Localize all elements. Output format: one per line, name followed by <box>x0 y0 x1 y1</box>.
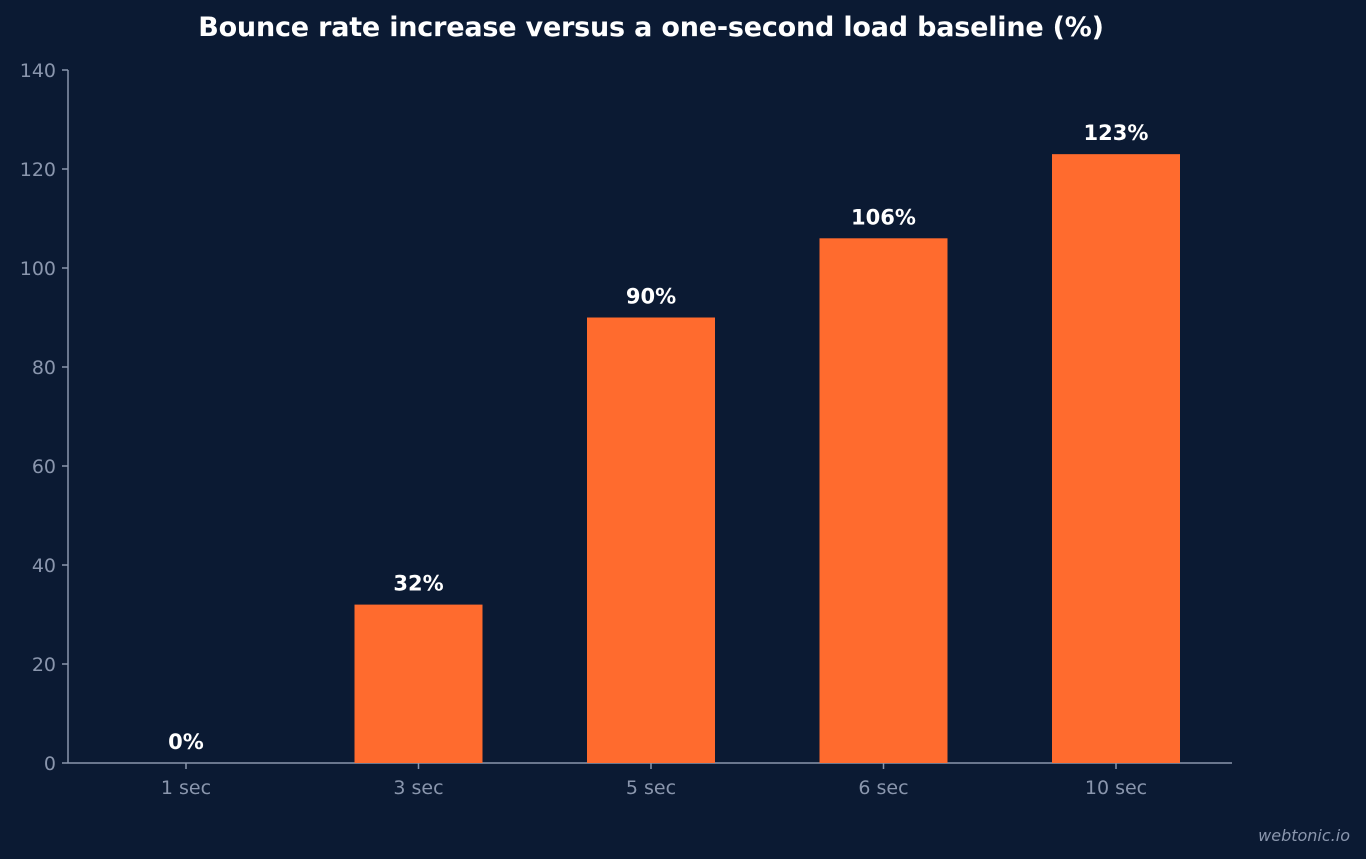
x-tick-label: 5 sec <box>626 777 676 799</box>
y-tick-label: 20 <box>32 654 56 676</box>
y-axis: 0 20 40 60 80 100 120 140 <box>20 60 69 775</box>
data-label: 106% <box>851 205 916 229</box>
bar <box>354 604 483 763</box>
x-tick-label: 10 sec <box>1085 777 1147 799</box>
y-tick-label: 0 <box>44 753 56 775</box>
bar <box>587 317 715 763</box>
y-tick-label: 120 <box>20 159 56 181</box>
y-tick-label: 40 <box>32 555 56 577</box>
bar <box>1052 154 1180 763</box>
bars <box>354 154 1180 764</box>
x-tick-label: 6 sec <box>858 777 908 799</box>
data-label: 32% <box>393 572 443 596</box>
y-tick-label: 80 <box>32 357 56 379</box>
y-tick-label: 100 <box>20 258 56 280</box>
bar <box>819 238 948 764</box>
chart-title: Bounce rate increase versus a one-second… <box>198 12 1104 43</box>
x-tick-label: 1 sec <box>161 777 211 799</box>
y-tick-label: 60 <box>32 456 56 478</box>
data-label: 0% <box>168 730 204 754</box>
footer-credit: webtonic.io <box>1258 826 1350 845</box>
data-label: 123% <box>1084 121 1149 145</box>
x-axis: 1 sec 3 sec 5 sec 6 sec 10 sec <box>68 762 1232 799</box>
x-tick-label: 3 sec <box>393 777 443 799</box>
y-tick-label: 140 <box>20 60 56 82</box>
data-label: 90% <box>626 285 676 309</box>
data-labels: 0% 32% 90% 106% 123% <box>168 121 1148 754</box>
